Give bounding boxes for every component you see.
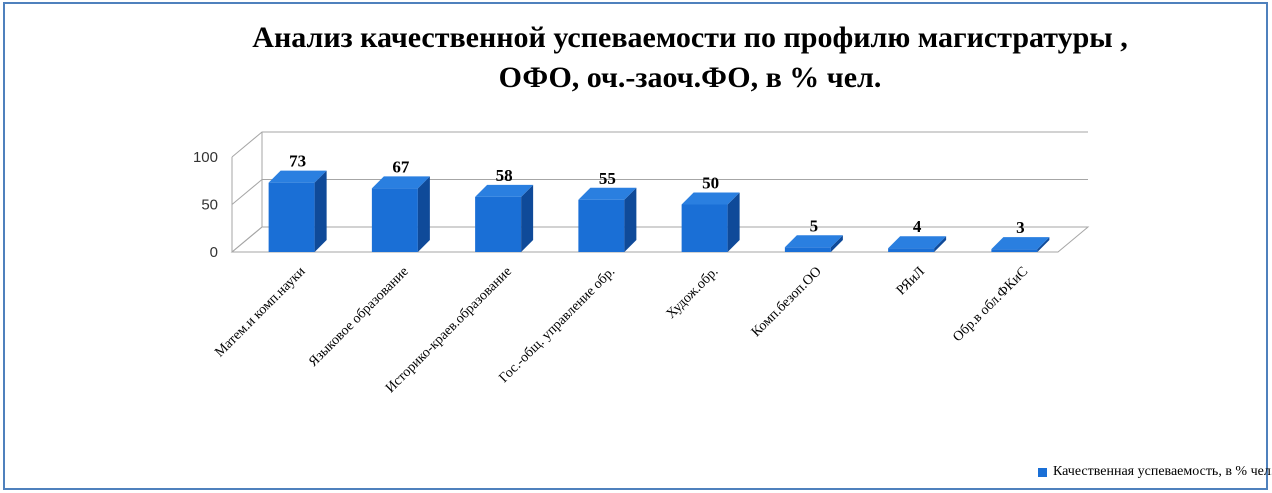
bar-top [888, 236, 947, 249]
x-tick-label: РЯиЛ [894, 264, 928, 298]
gridline [231, 131, 1088, 158]
data-label: 50 [702, 174, 719, 193]
bar [371, 188, 418, 252]
legend: Качественная успеваемость, в % чел. [1038, 464, 1272, 480]
x-tick-label: Матем.и комп.науки [212, 264, 308, 360]
chart-title: Анализ качественной успеваемости по проф… [120, 18, 1260, 98]
bar-side [417, 176, 430, 252]
gridline [231, 179, 1088, 205]
data-label: 5 [810, 216, 819, 235]
x-tick-label: Худож.обр. [664, 264, 722, 322]
bar [991, 249, 1038, 252]
x-tick-label: Языковое образование [306, 264, 412, 370]
bar-side [314, 170, 327, 252]
data-label: 73 [289, 152, 306, 171]
chart-title-line-1: Анализ качественной успеваемости по проф… [252, 21, 1128, 54]
chart-title-line-2: ОФО, оч.-заоч.ФО, в % чел. [498, 61, 882, 94]
bar [578, 199, 625, 252]
bar-top [784, 235, 843, 248]
data-label: 55 [599, 169, 616, 188]
chart-frame [3, 2, 1268, 490]
bar-side [934, 236, 947, 252]
data-label: 4 [913, 217, 922, 236]
bar [681, 204, 728, 252]
bar-top [475, 184, 534, 197]
bar-top [991, 237, 1050, 250]
x-tick-label: Историко-краев.образование [383, 264, 515, 396]
data-label: 58 [496, 166, 513, 185]
gridline [231, 226, 1088, 253]
bar-side [830, 235, 843, 252]
data-label: 3 [1016, 218, 1025, 237]
bar-side [727, 192, 740, 252]
legend-swatch [1038, 467, 1047, 477]
x-tick-label: Обр.в обл.ФКиС [950, 264, 1031, 345]
bar-top [371, 176, 430, 189]
bar-side [624, 187, 637, 252]
x-tick-label: Гос.-общ. управление обр. [496, 264, 618, 386]
chart-floor [230, 226, 1090, 253]
bar-side [521, 184, 534, 252]
bar-top [268, 170, 327, 183]
bar-top [578, 187, 637, 200]
bar [475, 196, 522, 252]
bar [784, 247, 831, 252]
y-tick-label: 100 [193, 149, 218, 166]
bar-top [681, 192, 740, 205]
legend-label: Качественная успеваемость, в % чел. [1053, 464, 1272, 479]
y-tick-label: 0 [210, 244, 218, 261]
bar-side [1037, 237, 1050, 252]
x-tick-label: Комп.безоп.ОО [749, 264, 825, 340]
data-label: 67 [392, 157, 410, 176]
bar [888, 248, 935, 252]
y-tick-label: 50 [201, 197, 218, 214]
bar [268, 182, 315, 252]
